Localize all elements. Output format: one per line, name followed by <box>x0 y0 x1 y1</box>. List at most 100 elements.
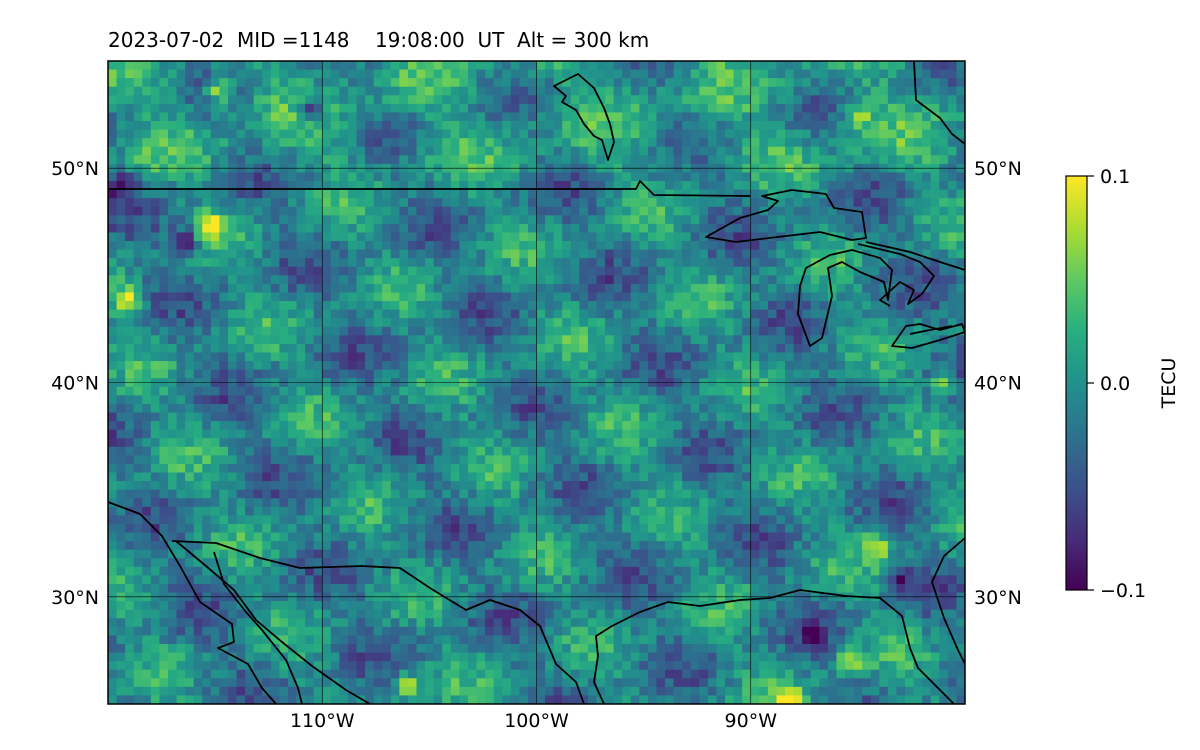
heatmap-cell <box>725 369 735 379</box>
heatmap-cell <box>416 301 426 311</box>
heatmap-cell <box>279 343 289 354</box>
heatmap-cell <box>296 78 306 88</box>
heatmap-cell <box>862 103 872 114</box>
heatmap-cell <box>879 266 889 276</box>
heatmap-cell <box>836 403 846 414</box>
heatmap-cell <box>922 206 932 216</box>
heatmap-cell <box>699 206 709 216</box>
heatmap-cell <box>450 275 460 285</box>
heatmap-cell <box>896 223 906 234</box>
heatmap-cell <box>116 155 126 165</box>
heatmap-cell <box>167 275 178 285</box>
heatmap-cell <box>279 472 289 482</box>
heatmap-cell <box>313 472 323 482</box>
heatmap-cell <box>150 206 161 216</box>
heatmap-cell <box>296 481 306 491</box>
heatmap-cell <box>605 335 615 345</box>
heatmap-cell <box>442 412 452 422</box>
heatmap-cell <box>939 275 949 285</box>
heatmap-cell <box>519 352 529 362</box>
heatmap-cell <box>399 61 409 71</box>
heatmap-cell <box>339 103 349 114</box>
heatmap-cell <box>202 215 212 225</box>
heatmap-cell <box>579 232 589 242</box>
heatmap-cell <box>613 112 623 122</box>
heatmap-cell <box>905 292 915 302</box>
heatmap-cell <box>853 112 863 122</box>
heatmap-cell <box>433 361 443 371</box>
heatmap-cell <box>793 446 803 456</box>
heatmap-cell <box>133 155 143 165</box>
heatmap-cell <box>245 61 255 71</box>
heatmap-cell <box>493 275 503 285</box>
heatmap-cell <box>579 352 589 362</box>
heatmap-cell <box>270 103 280 114</box>
heatmap-cell <box>562 369 572 379</box>
heatmap-cell <box>947 275 958 285</box>
heatmap-cell <box>947 206 958 216</box>
heatmap-cell <box>647 455 658 465</box>
heatmap-cell <box>776 386 786 396</box>
heatmap-cell <box>793 421 803 431</box>
heatmap-cell <box>330 249 340 259</box>
heatmap-cell <box>750 232 760 242</box>
heatmap-cell <box>939 61 949 71</box>
heatmap-cell <box>373 241 383 251</box>
heatmap-cell <box>519 129 529 139</box>
heatmap-cell <box>270 412 280 422</box>
heatmap-cell <box>596 61 606 71</box>
heatmap-cell <box>887 412 898 422</box>
heatmap-cell <box>947 283 958 294</box>
heatmap-cell <box>690 309 700 319</box>
heatmap-cell <box>887 301 898 311</box>
heatmap-cell <box>399 266 409 276</box>
heatmap-cell <box>725 343 735 354</box>
heatmap-cell <box>347 438 358 448</box>
heatmap-cell <box>305 455 315 465</box>
heatmap-cell <box>227 241 238 251</box>
heatmap-cell <box>287 343 298 354</box>
heatmap-cell <box>622 335 632 345</box>
heatmap-cell <box>767 121 778 131</box>
heatmap-cell <box>347 86 358 96</box>
heatmap-cell <box>236 352 246 362</box>
heatmap-cell <box>425 78 435 88</box>
heatmap-cell <box>493 215 503 225</box>
heatmap-cell <box>347 343 358 354</box>
heatmap-cell <box>502 369 512 379</box>
heatmap-cell <box>656 78 666 88</box>
heatmap-cell <box>810 112 820 122</box>
heatmap-cell <box>373 181 383 191</box>
heatmap-cell <box>493 129 503 139</box>
heatmap-cell <box>305 95 315 105</box>
heatmap-cell <box>416 343 426 354</box>
heatmap-cell <box>262 69 272 79</box>
heatmap-cell <box>570 232 580 242</box>
heatmap-cell <box>142 301 152 311</box>
heatmap-cell <box>287 241 298 251</box>
heatmap-cell <box>227 463 238 474</box>
heatmap-cell <box>133 172 143 182</box>
heatmap-cell <box>125 112 135 122</box>
heatmap-cell <box>245 343 255 354</box>
heatmap-cell <box>750 309 760 319</box>
heatmap-cell <box>785 352 795 362</box>
heatmap-cell <box>270 275 280 285</box>
heatmap-cell <box>167 69 178 79</box>
heatmap-cell <box>793 78 803 88</box>
heatmap-cell <box>245 206 255 216</box>
heatmap-cell <box>365 369 375 379</box>
heatmap-cell <box>510 309 520 319</box>
heatmap-cell <box>819 361 829 371</box>
heatmap-cell <box>330 335 340 345</box>
heatmap-cell <box>476 266 486 276</box>
heatmap-cell <box>219 455 229 465</box>
heatmap-cell <box>390 421 400 431</box>
heatmap-cell <box>125 403 135 414</box>
heatmap-cell <box>819 121 829 131</box>
heatmap-cell <box>870 172 880 182</box>
heatmap-cell <box>459 335 469 345</box>
heatmap-cell <box>682 403 692 414</box>
heatmap-cell <box>639 232 649 242</box>
heatmap-cell <box>270 206 280 216</box>
